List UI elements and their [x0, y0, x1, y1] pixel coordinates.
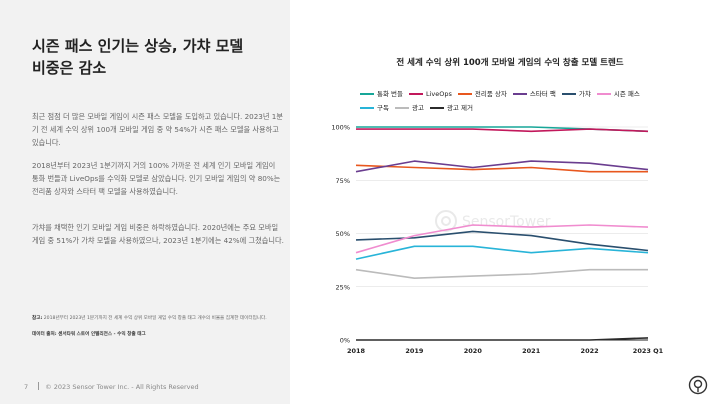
left-panel [0, 0, 290, 404]
source-label: 데이터 출처: 센서타워 스토어 인텔리전스 - 수익 창출 태그 [32, 332, 146, 337]
legend-swatch [409, 93, 423, 95]
series-line-2 [356, 128, 649, 133]
x-tick-label: 2018 [347, 347, 366, 355]
legend-swatch [596, 93, 611, 95]
legend-label: 구독 [377, 104, 389, 112]
page-title: 시즌 패스 인기는 상승, 가챠 모델 비중은 감소 [32, 37, 244, 77]
x-tick-label: 2020 [464, 347, 483, 355]
axes: 0% 25% 50% 75% 100% 2018 2019 2020 2021 2022 2023 … [331, 124, 663, 356]
legend-swatch [512, 93, 527, 95]
note-label: 참고: [32, 316, 43, 321]
legend-item: 구독 [360, 102, 389, 112]
chart-title: 전 세계 수익 상위 100개 모바일 게임의 수익 창출 모델 트렌드 [396, 58, 624, 68]
x-tick-label: 2022 [581, 347, 599, 355]
x-tick-label: 2023 Q1 [633, 347, 664, 355]
legend-item: LiveOps [409, 90, 452, 98]
series-line-4 [355, 160, 649, 173]
page-number: 7 [24, 383, 29, 391]
y-tick-label: 75% [336, 177, 350, 185]
legend-item: 통화 번들 [360, 88, 403, 98]
legend-label: LiveOps [426, 90, 452, 98]
series-line-7 [355, 245, 649, 260]
legend-swatch [360, 107, 374, 109]
paragraph-2: 2018년부터 2023년 1분기까지 거의 100% 가까운 전 세계 인기 … [32, 161, 281, 196]
series-lines [355, 126, 649, 341]
chart-legend: 통화 번들 LiveOps 전리품 상자 스타터 팩 가챠 시즌 패스구독 광고 광고 제거 [360, 88, 680, 116]
legend-label: 광고 [411, 104, 424, 112]
series-line-9 [356, 337, 649, 341]
legend-item: 가챠 [561, 88, 591, 98]
x-tick-label: 2019 [405, 347, 424, 355]
footer-divider [38, 382, 40, 390]
sensor-tower-logo-icon [688, 375, 708, 395]
series-line-5 [355, 230, 649, 252]
y-tick-label: 0% [340, 337, 350, 345]
legend-swatch [394, 107, 409, 109]
copyright: © 2023 Sensor Tower Inc. - All Rights Re… [45, 383, 199, 391]
series-line-3 [355, 164, 648, 173]
series-line-6 [355, 224, 649, 254]
legend-item: 광고 [394, 102, 424, 112]
legend-swatch [360, 93, 374, 95]
legend-swatch [561, 93, 576, 95]
series-line-8 [355, 268, 648, 280]
legend-item: 광고 제거 [429, 102, 473, 112]
y-tick-label: 50% [336, 230, 350, 238]
legend-label: 통화 번들 [377, 90, 403, 98]
legend-swatch [429, 107, 444, 109]
paragraph-3: 가챠를 채택한 인기 모바일 게임 비중은 하락하였습니다. 2020년에는 주… [32, 223, 284, 245]
legend-item: 시즌 패스 [596, 88, 640, 98]
legend-label: 가챠 [578, 90, 591, 98]
chart-note: 참고: 2018년부터 2023년 1분기까지 전 세계 수익 상위 모바일 게… [32, 315, 282, 323]
paragraph-1: 최근 점점 더 많은 모바일 게임이 시즌 패스 모델을 도입하고 있습니다. … [32, 112, 283, 147]
legend-swatch [457, 93, 472, 95]
legend-label: 스타터 팩 [529, 90, 556, 98]
y-tick-label: 100% [331, 124, 350, 132]
y-tick-label: 25% [336, 283, 350, 291]
legend-label: 시즌 패스 [613, 90, 640, 98]
x-tick-label: 2021 [522, 347, 541, 355]
legend-label: 광고 제거 [446, 104, 473, 112]
legend-item: 전리품 상자 [457, 88, 507, 98]
source-line: 데이터 출처: 센서타워 스토어 인텔리전스 - 수익 창출 태그 [32, 331, 282, 339]
legend-item: 스타터 팩 [512, 88, 556, 98]
note-text: 2018년부터 2023년 1분기까지 전 세계 수익 상위 모바일 게임 수익… [42, 316, 267, 321]
footer: 7 © 2023 Sensor Tower Inc. - All Rights R… [24, 382, 199, 391]
legend-label: 전리품 상자 [474, 90, 507, 98]
